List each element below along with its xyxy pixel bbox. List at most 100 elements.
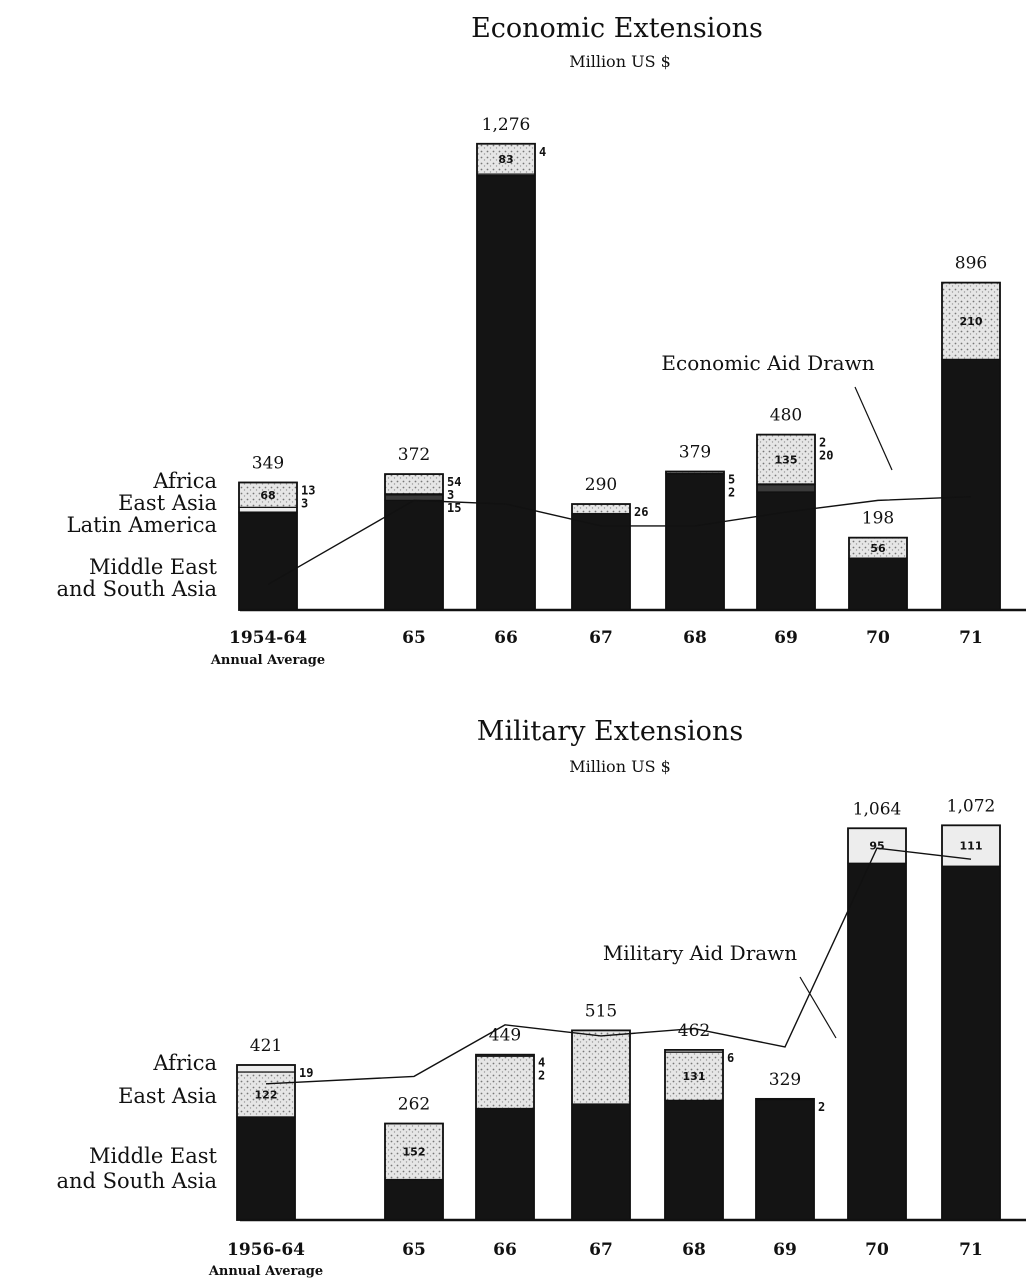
bar-segment <box>664 1051 724 1101</box>
segment-label: 122 <box>255 1088 278 1101</box>
bar-total-label: 262 <box>398 1095 430 1115</box>
segment-label: 135 <box>775 453 798 466</box>
x-tick-label: 71 <box>959 1240 983 1260</box>
bar-segment <box>571 1103 631 1221</box>
region-label: and South Asia <box>56 1169 217 1193</box>
x-tick-label: 71 <box>959 628 983 648</box>
aid-drawn-leader <box>799 976 837 1039</box>
bar-segment <box>238 506 298 513</box>
bar-group: 449 42 <box>475 1026 545 1221</box>
bar-segment <box>664 1099 724 1221</box>
region-label: Africa <box>152 1051 217 1075</box>
x-tick-label: 70 <box>866 628 890 648</box>
x-tick-label: 66 <box>494 628 518 648</box>
bar-total-label: 379 <box>679 443 711 463</box>
bar-group: 462 131 6 <box>664 1021 734 1221</box>
bar-total-label: 480 <box>770 406 802 426</box>
region-label: and South Asia <box>56 577 217 601</box>
chart-2: Military Extensions Million US $ 421 122 19 1… <box>56 716 1026 1279</box>
segment-label: 68 <box>260 489 275 502</box>
bar-segment <box>236 1064 296 1073</box>
bar-segment <box>848 557 908 611</box>
bar-segment <box>941 358 1001 611</box>
segment-label: 4 <box>538 1056 545 1070</box>
segment-label: 2 <box>728 486 735 500</box>
bar-total-label: 1,276 <box>482 115 531 135</box>
aid-drawn-line <box>265 847 972 1085</box>
bar-segment <box>238 512 298 611</box>
x-tick-label: 67 <box>589 1240 613 1260</box>
segment-label: 56 <box>870 542 886 555</box>
chart-title: Economic Extensions <box>471 13 763 44</box>
region-label: East Asia <box>118 1084 217 1108</box>
bar-total-label: 896 <box>955 254 987 274</box>
bar-segment <box>847 862 907 1221</box>
bar-segment <box>236 1116 296 1221</box>
bar-segment <box>756 484 816 493</box>
x-tick-label: 65 <box>402 1240 426 1260</box>
bar-segment <box>941 282 1001 360</box>
bar-total-label: 329 <box>769 1070 801 1090</box>
segment-label: 131 <box>683 1070 706 1083</box>
segment-label: 20 <box>819 449 833 463</box>
bar-segment <box>384 499 444 611</box>
segment-label: 83 <box>498 153 513 166</box>
bar-group: 1,276 83 4 <box>476 115 546 611</box>
bar-segment <box>476 174 536 611</box>
segment-label: 26 <box>634 505 648 519</box>
bar-segment <box>665 473 725 611</box>
x-tick-label: 69 <box>774 628 798 648</box>
segment-label: 13 <box>301 483 315 497</box>
bar-segment <box>941 865 1001 1221</box>
bar-segment <box>475 1107 535 1221</box>
segment-label: 5 <box>728 473 735 487</box>
x-tick-label: 1954-64 <box>229 628 307 648</box>
bar-total-label: 1,064 <box>853 799 902 819</box>
x-tick-label: 1956-64 <box>227 1240 305 1260</box>
segment-label: 2 <box>538 1069 545 1083</box>
segment-label: 4 <box>539 145 546 159</box>
bar-segment <box>571 1029 631 1105</box>
bar-total-label: 462 <box>678 1021 710 1041</box>
bar-total-label: 198 <box>862 509 894 529</box>
bar-segment <box>384 473 444 495</box>
bar-total-label: 349 <box>252 453 284 473</box>
segment-label: 111 <box>960 840 983 853</box>
x-tick-sublabel: Annual Average <box>210 653 325 668</box>
bar-group: 896 210 <box>941 254 1001 611</box>
region-label: Middle East <box>89 555 218 579</box>
bar-group: 379 52 <box>665 443 735 611</box>
bar-segment <box>384 1178 444 1221</box>
bar-total-label: 449 <box>489 1026 521 1046</box>
segment-label: 19 <box>299 1066 313 1080</box>
bar-total-label: 290 <box>585 475 617 495</box>
bar-segment <box>571 503 631 515</box>
bar-group: 515 <box>571 1001 631 1221</box>
aid-drawn-line <box>267 496 972 586</box>
segment-label: 152 <box>403 1146 426 1159</box>
bar-group: 421 122 19 <box>236 1036 313 1221</box>
x-tick-label: 70 <box>865 1240 889 1260</box>
bar-segment <box>384 494 444 501</box>
chart-subtitle: Million US $ <box>569 757 671 776</box>
bar-group: 262 152 <box>384 1095 444 1221</box>
bar-segment <box>475 1055 535 1110</box>
region-label: Africa <box>152 469 217 493</box>
segment-label: 210 <box>960 315 983 328</box>
segment-label: 15 <box>447 501 461 515</box>
aid-drawn-label: Economic Aid Drawn <box>661 351 874 375</box>
aid-drawn-leader <box>854 386 893 471</box>
segment-label: 95 <box>869 840 884 853</box>
bar-total-label: 421 <box>250 1036 282 1056</box>
segment-label: 2 <box>818 1100 825 1114</box>
segment-label: 3 <box>301 496 308 510</box>
aid-drawn-label: Military Aid Drawn <box>603 941 797 965</box>
region-label: Middle East <box>89 1144 218 1168</box>
chart-subtitle: Million US $ <box>569 52 671 71</box>
x-tick-label: 67 <box>589 628 613 648</box>
bar-group: 1,072 111 <box>941 796 1001 1221</box>
segment-label: 54 <box>447 475 461 489</box>
bar-group: 1,064 95 <box>847 799 907 1221</box>
bar-total-label: 1,072 <box>947 796 996 816</box>
